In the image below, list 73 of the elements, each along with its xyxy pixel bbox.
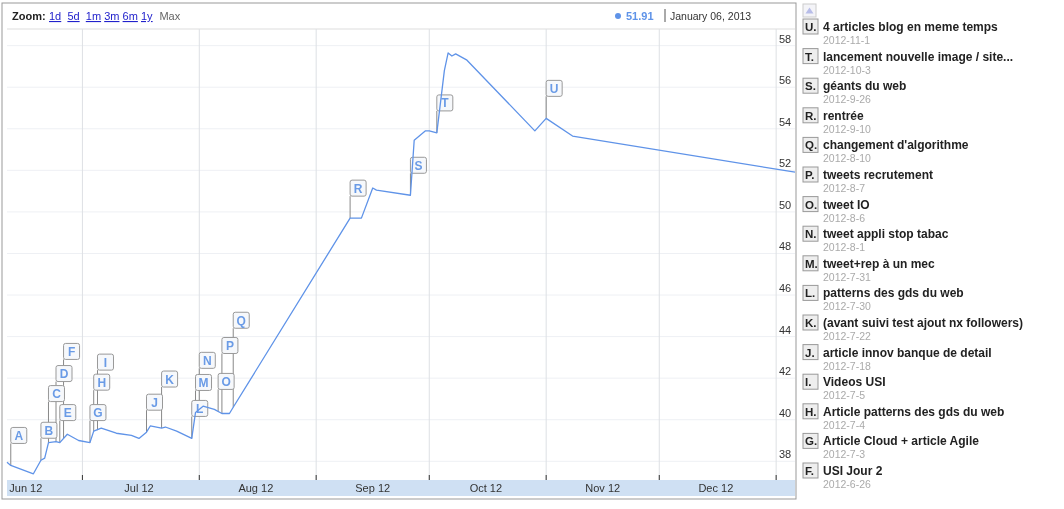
- annotation: P: [225, 338, 234, 353]
- y-tick-label: 44: [778, 323, 792, 336]
- x-tick-label: Sep 12: [355, 482, 391, 494]
- annotation: F: [67, 344, 76, 359]
- text: 2012-8-10: [823, 152, 872, 165]
- text: 2012-7-30: [823, 300, 872, 313]
- text: Zoom: 1d 5d 1m 3m 6m 1y Max: [12, 10, 181, 22]
- text: N. tweet appli stop tabac: [805, 227, 949, 242]
- x-tick-label: Jun 12: [9, 482, 43, 494]
- annotation: G: [93, 406, 103, 421]
- annotation: S: [414, 158, 423, 173]
- y-tick-label: 42: [778, 365, 792, 378]
- annotation: M: [198, 375, 209, 390]
- text: 2012-9-26: [823, 93, 872, 106]
- text: U. 4 articles blog en meme temps: [805, 20, 999, 34]
- text: H. Article patterns des gds du web: [805, 404, 1005, 419]
- text: O. tweet IO: [805, 197, 870, 212]
- x-tick-label: Nov 12: [585, 482, 621, 494]
- annotation: A: [14, 428, 24, 443]
- text: 2012-11-1: [823, 34, 871, 46]
- annotation: E: [63, 406, 72, 421]
- annotation: I: [103, 355, 108, 370]
- text: 2012-7-5: [823, 389, 866, 402]
- text: 51.91: [626, 10, 654, 22]
- y-tick-label: 50: [778, 198, 792, 211]
- text: S. géants du web: [805, 79, 907, 94]
- y-tick-label: 48: [778, 240, 792, 253]
- text: 2012-6-26: [823, 478, 872, 490]
- text: 2012-7-18: [823, 359, 872, 372]
- x-tick-label: Dec 12: [698, 482, 734, 494]
- annotation: N: [202, 353, 212, 368]
- x-tick-label: Jul 12: [124, 482, 154, 494]
- text: F. USI Jour 2: [805, 464, 883, 478]
- text: T. lancement nouvelle image / site...: [805, 49, 1014, 64]
- text: 2012-8-6: [823, 211, 866, 224]
- text: M. tweet+rep à un mec: [805, 256, 936, 271]
- text: P. tweets recrutement: [805, 168, 934, 182]
- y-tick-label: 54: [778, 115, 792, 128]
- text: L. patterns des gds du web: [805, 286, 964, 301]
- annotation: C: [52, 387, 62, 402]
- text: 2012-10-3: [823, 63, 872, 76]
- y-tick-label: 38: [778, 448, 792, 461]
- annotation: Q: [236, 313, 246, 328]
- y-tick-label: 46: [778, 282, 792, 295]
- text: 2012-9-10: [823, 122, 872, 135]
- y-tick-label: 52: [778, 157, 792, 170]
- text: January 06, 2013: [670, 10, 752, 22]
- y-tick-label: 40: [778, 406, 792, 419]
- text: I. Videos USI: [805, 375, 886, 390]
- text: R. rentrée: [805, 108, 865, 123]
- annotation: K: [165, 372, 175, 387]
- text: G. Article Cloud + article Agile: [805, 434, 980, 449]
- annotation: B: [44, 423, 54, 438]
- annotation: T: [441, 96, 450, 111]
- text: 2012-8-7: [823, 182, 866, 194]
- text: 2012-8-1: [823, 241, 866, 254]
- annotation: J: [151, 395, 158, 410]
- text: 2012-7-22: [823, 330, 872, 342]
- text: Q. changement d'algorithme: [805, 138, 969, 153]
- text: K. (avant suivi test ajout nx followers): [805, 316, 1024, 330]
- text: J. article innov banque de detail: [805, 345, 992, 360]
- annotation: R: [353, 181, 363, 196]
- y-tick-label: 56: [778, 74, 792, 87]
- x-tick-label: Aug 12: [238, 482, 274, 494]
- text: 2012-7-31: [823, 270, 872, 283]
- annotation: D: [59, 367, 69, 382]
- text: 2012-7-3: [823, 448, 866, 461]
- x-tick-label: Oct 12: [469, 482, 503, 494]
- annotation: U: [549, 81, 559, 96]
- y-tick-label: 58: [778, 32, 792, 45]
- annotation: O: [221, 374, 231, 389]
- annotation: H: [97, 375, 107, 390]
- text: 2012-7-4: [823, 418, 866, 431]
